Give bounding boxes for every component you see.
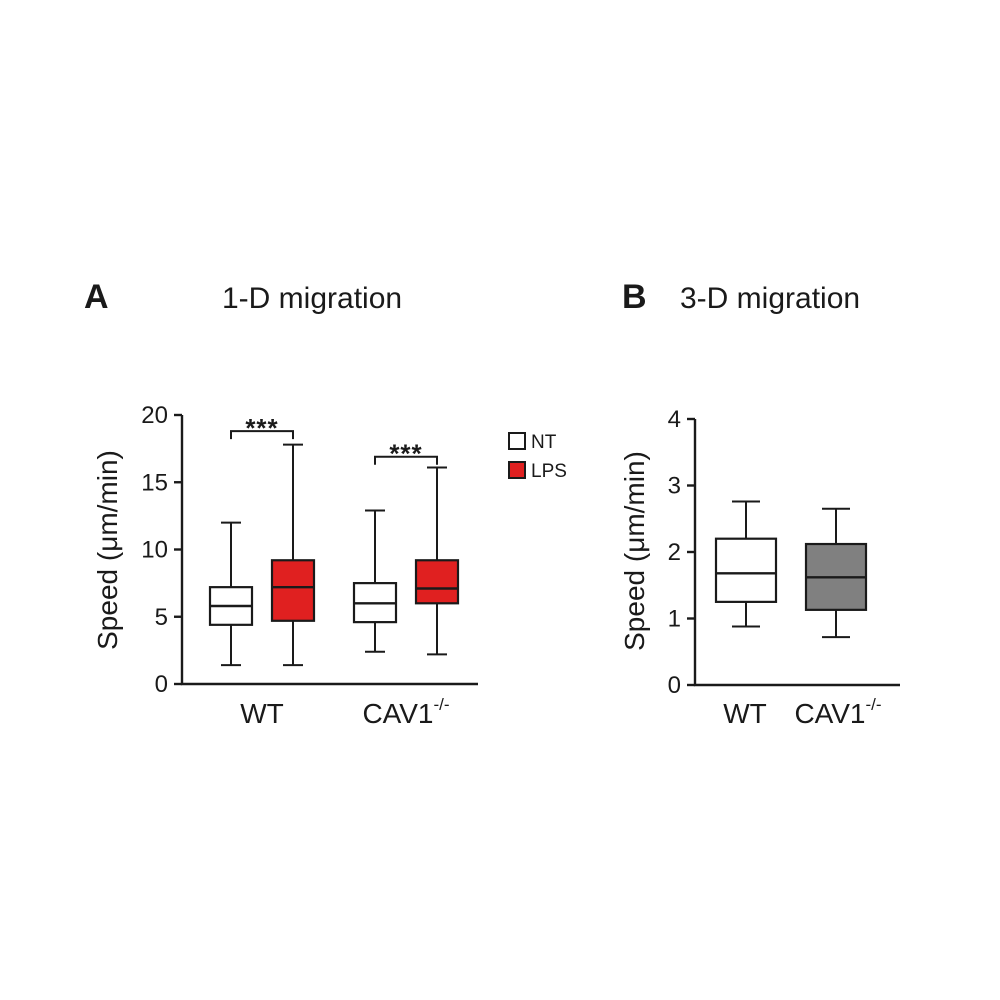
panel-a-y-tick-label: 10 xyxy=(141,537,168,564)
legend-swatch-lps xyxy=(508,461,526,479)
panel-b-title: 3-D migration xyxy=(680,282,860,315)
significance-bracket xyxy=(374,455,438,465)
panel-b-y-tick-label: 0 xyxy=(668,672,681,699)
panel-b-ylabel: Speed (μm/min) xyxy=(619,451,650,651)
panel-a-axis-lines xyxy=(180,415,478,686)
panel-b-y-tick-label: 2 xyxy=(668,539,681,566)
panel-b-y-tick-label: 1 xyxy=(668,606,681,633)
panel-a-lps-0-box xyxy=(270,559,316,622)
panel-a-plot: 0 5 10 15 20 *** *** xyxy=(141,402,478,698)
panel-b-y-tick-label: 3 xyxy=(668,473,681,500)
panel-b-plot: 0 1 2 3 4 xyxy=(668,406,900,699)
panel-a-y-tick-label: 15 xyxy=(141,469,168,496)
panel-a-letter: A xyxy=(84,278,109,316)
panel-a-category-wt: WT xyxy=(240,698,284,729)
significance-bracket xyxy=(230,430,294,440)
legend-label-lps: LPS xyxy=(531,461,567,482)
legend-label-nt: NT xyxy=(531,432,557,453)
panel-b-category-wt: WT xyxy=(723,698,767,729)
panel-b-box-0-box xyxy=(714,537,778,603)
panel-a-lps-1-box xyxy=(414,559,460,605)
panel-b-letter: B xyxy=(622,278,647,316)
panel-a-y-tick-label: 5 xyxy=(155,604,168,631)
panel-a-y-tick-label: 20 xyxy=(141,402,168,429)
significance-label: *** xyxy=(389,439,422,469)
panel-a-ylabel: Speed (μm/min) xyxy=(92,450,123,650)
panel-a-title: 1-D migration xyxy=(222,282,402,315)
significance-label: *** xyxy=(245,413,278,443)
panel-b-category-cav1: CAV1-/- xyxy=(794,695,881,729)
panel-a-y-tick-label: 0 xyxy=(155,671,168,698)
panel-a-category-cav1: CAV1-/- xyxy=(362,695,449,729)
legend-swatch-nt xyxy=(508,432,526,450)
panel-b-y-tick-label: 4 xyxy=(668,406,681,433)
